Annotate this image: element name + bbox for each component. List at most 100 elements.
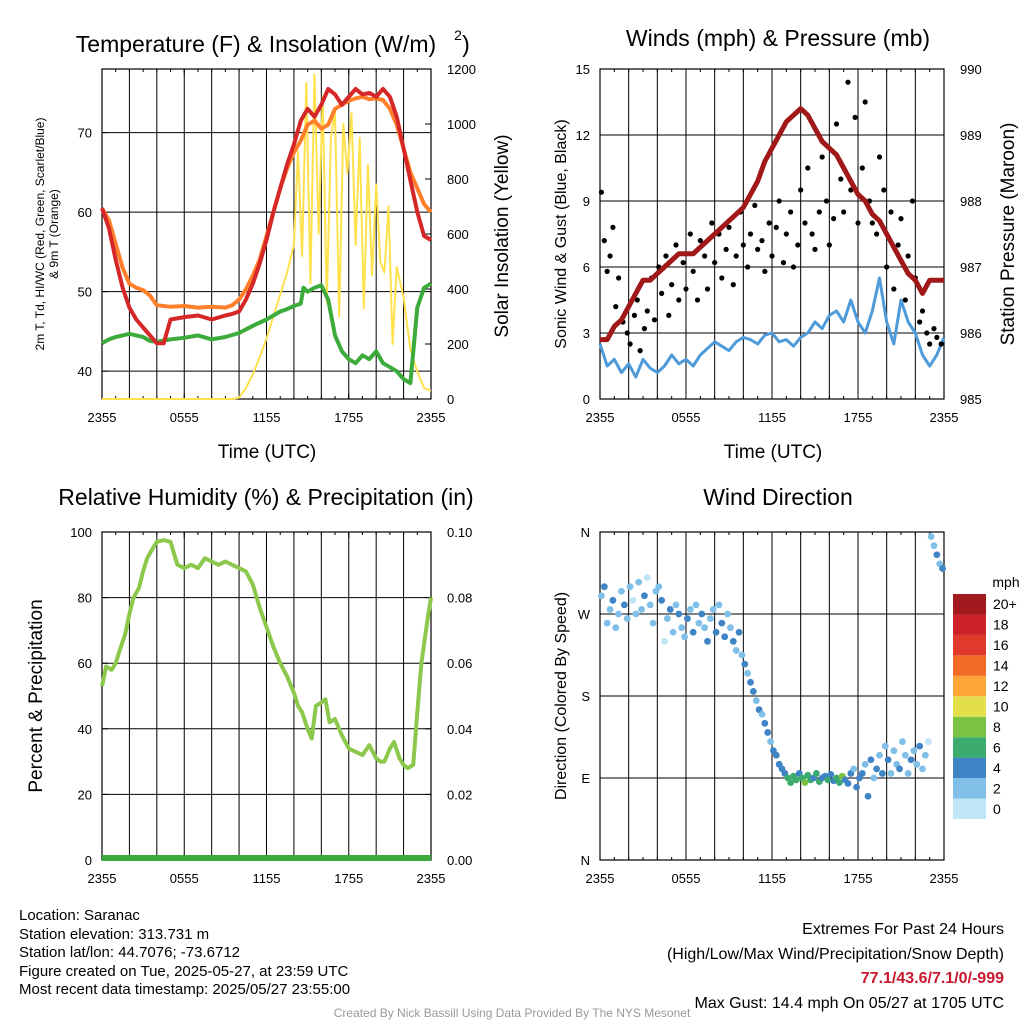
x-tick-label: 1755	[334, 871, 363, 886]
direction-point	[727, 624, 734, 632]
colorbar-swatch	[953, 798, 986, 819]
direction-point	[758, 710, 766, 718]
gust-point	[651, 317, 658, 323]
x-tick-label: 1755	[334, 410, 363, 425]
gust-point	[852, 114, 858, 120]
series-rh	[100, 538, 433, 771]
gust-point	[919, 308, 926, 314]
y-tick-label: 15	[576, 62, 590, 77]
direction-point	[813, 770, 820, 777]
y2-tick-label: 1200	[447, 62, 476, 77]
gust-point	[683, 286, 689, 292]
x-tick-label: 2355	[586, 871, 615, 886]
gust-point	[805, 165, 811, 171]
gust-point	[769, 253, 775, 259]
y-tick-label: 3	[583, 326, 590, 341]
direction-point	[881, 742, 889, 750]
x-tick-label: 2355	[88, 871, 117, 886]
x-tick-label: 1155	[758, 871, 786, 886]
direction-point	[675, 610, 683, 618]
direction-point	[873, 765, 881, 773]
y-tick-label: 0	[85, 853, 92, 868]
direction-point	[764, 729, 772, 736]
direction-point	[598, 592, 605, 600]
direction-point	[661, 637, 668, 645]
y2-tick-label: 0.02	[447, 787, 472, 802]
series-temp_red	[100, 86, 433, 346]
gust-point	[909, 198, 916, 204]
colorbar-swatch	[953, 696, 986, 717]
y2-tick-label: 0.04	[447, 722, 472, 737]
gust-point	[838, 176, 844, 182]
y2-axis-label: Station Pressure (Maroon)	[998, 123, 1019, 346]
direction-point	[635, 578, 643, 586]
direction-point	[801, 779, 809, 786]
direction-point	[933, 551, 941, 559]
x-tick-label: 1155	[253, 410, 281, 425]
direction-point	[709, 606, 717, 613]
direction-point	[899, 738, 906, 745]
gust-point	[673, 242, 679, 248]
y-tick-label: 0	[583, 392, 590, 407]
direction-point	[701, 624, 709, 632]
direction-point	[704, 637, 711, 645]
direction-point	[626, 583, 634, 591]
direction-point	[827, 770, 835, 778]
gust-point	[895, 242, 901, 248]
direction-point	[729, 637, 737, 645]
gust-point	[812, 246, 818, 252]
y-tick-label: 80	[78, 591, 92, 606]
direction-point	[623, 615, 631, 622]
colorbar-swatch	[953, 757, 986, 779]
figure-created: Figure created on Tue, 2025-05-27, at 23…	[19, 962, 349, 980]
station-info: Location: Saranac Station elevation: 313…	[19, 907, 350, 1000]
y2-tick-label: 0.08	[447, 591, 472, 606]
y-tick-label: S	[581, 689, 590, 704]
panel-humidity	[100, 531, 433, 861]
gust-point	[709, 220, 715, 226]
gust-point	[762, 268, 768, 274]
gust-point	[938, 341, 944, 347]
gust-point	[927, 341, 933, 347]
direction-point	[824, 776, 832, 784]
y2-tick-label: 600	[447, 227, 469, 242]
direction-point	[686, 606, 694, 613]
direction-point	[615, 610, 623, 618]
gust-point	[687, 231, 693, 237]
gust-point	[845, 79, 851, 85]
direction-point	[876, 751, 883, 759]
gust-point	[627, 341, 633, 347]
gust-point	[816, 209, 822, 215]
colorbar-swatch	[953, 716, 986, 738]
y-axis-label: & 9m T (Orange)	[47, 189, 61, 279]
y2-tick-label: 986	[960, 326, 982, 341]
direction-point	[689, 628, 697, 636]
direction-point	[681, 633, 688, 641]
x-tick-label: 2355	[417, 871, 446, 886]
colorbar-swatch	[953, 778, 986, 799]
direction-point	[913, 760, 921, 768]
direction-point	[910, 747, 918, 755]
direction-point	[706, 615, 714, 622]
gust-point	[680, 260, 686, 266]
direction-point	[669, 628, 677, 636]
direction-point	[612, 624, 620, 632]
colorbar-label: 4	[993, 760, 1001, 776]
y2-tick-label: 0	[447, 392, 454, 407]
y-tick-label: 50	[78, 285, 92, 300]
colorbar-title: mph	[992, 574, 1019, 590]
y-tick-label: 6	[583, 260, 590, 275]
gust-point	[624, 330, 630, 336]
chart-title: Wind Direction	[703, 484, 853, 510]
y-axis-label: Percent & Precipitation	[26, 599, 47, 792]
gust-point	[788, 209, 794, 215]
direction-point	[772, 751, 780, 759]
colorbar-label: 10	[993, 699, 1009, 715]
colorbar-label: 0	[993, 801, 1001, 817]
x-tick-label: 1155	[253, 871, 281, 886]
gust-point	[733, 253, 739, 259]
gust-point	[740, 242, 746, 248]
direction-point	[620, 601, 628, 609]
gust-point	[766, 220, 772, 226]
gust-point	[809, 231, 815, 237]
